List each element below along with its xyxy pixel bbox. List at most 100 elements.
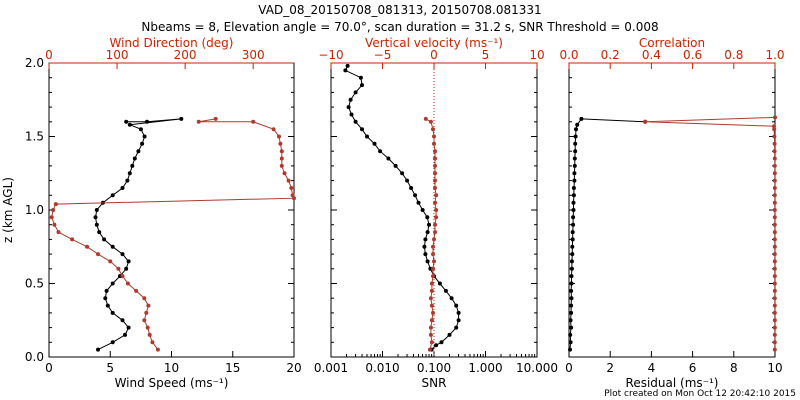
y-tick-label: 2.0 <box>25 56 44 70</box>
data-point <box>569 281 574 286</box>
bottom-tick-label: 4 <box>648 361 656 375</box>
data-point <box>428 332 433 337</box>
data-point <box>569 296 574 301</box>
data-point <box>127 171 132 176</box>
data-point <box>433 178 437 183</box>
data-point <box>420 208 425 212</box>
data-point <box>569 266 574 271</box>
data-point <box>271 127 276 132</box>
data-point <box>429 318 434 323</box>
data-point <box>179 116 184 121</box>
top-tick-label: 10 <box>529 48 544 62</box>
data-point <box>386 156 391 161</box>
data-point <box>431 310 435 315</box>
data-point <box>52 222 57 227</box>
data-point <box>772 156 777 161</box>
data-point <box>132 156 137 161</box>
y-tick-label: 1.5 <box>25 130 44 144</box>
data-point <box>433 163 437 168</box>
data-point <box>573 134 578 139</box>
data-point <box>279 156 284 161</box>
data-point <box>572 163 577 168</box>
series-line <box>51 118 295 350</box>
data-point <box>289 186 294 190</box>
data-point <box>568 340 573 345</box>
data-point <box>772 318 777 323</box>
bottom-axis-label: Wind Speed (ms⁻¹) <box>115 376 229 390</box>
data-point <box>423 252 428 257</box>
data-point <box>353 119 358 124</box>
data-point <box>105 303 110 308</box>
data-point <box>772 186 777 190</box>
data-point <box>104 288 109 293</box>
data-point <box>422 244 427 249</box>
data-point <box>433 149 437 154</box>
data-point <box>144 310 149 315</box>
data-point <box>772 134 777 139</box>
data-point <box>53 202 58 207</box>
bottom-axis-label: SNR <box>422 376 447 390</box>
data-point <box>772 215 777 220</box>
data-point <box>434 343 439 348</box>
data-point <box>456 318 461 323</box>
data-point <box>772 259 777 264</box>
data-point <box>772 200 777 205</box>
data-point <box>278 141 283 146</box>
y-axis-label: z (km AGL) <box>1 177 15 243</box>
data-point <box>772 178 777 183</box>
data-point <box>97 230 102 235</box>
data-point <box>286 178 291 183</box>
data-point <box>425 259 430 264</box>
data-point <box>120 186 125 190</box>
data-point <box>433 200 437 205</box>
data-point <box>372 141 377 146</box>
data-point <box>431 127 435 132</box>
data-point <box>142 318 147 323</box>
data-point <box>365 134 369 139</box>
data-point <box>431 252 435 257</box>
top-tick-label: −5 <box>374 48 392 62</box>
plot-frame <box>48 62 295 358</box>
data-point <box>772 141 777 146</box>
data-point <box>282 171 287 176</box>
data-point <box>94 208 99 212</box>
top-tick-label: −10 <box>318 48 343 62</box>
data-point <box>431 274 435 279</box>
panel-2: 0.001 0.010 0.100 1.000 10.000 SNR −10 −5 0 5 10 Ve… <box>314 36 558 390</box>
bottom-tick-label: 8 <box>730 361 738 375</box>
top-tick-label: 0 <box>430 48 438 62</box>
bottom-tick-label: 1.000 <box>468 361 502 375</box>
data-point <box>142 134 147 139</box>
data-point <box>572 171 577 176</box>
bottom-tick-label: 6 <box>689 361 697 375</box>
bottom-tick-label: 0 <box>565 361 573 375</box>
data-point <box>643 119 648 124</box>
bottom-tick-label: 10.000 <box>516 361 558 375</box>
data-point <box>772 303 777 308</box>
top-tick-label: 0.8 <box>724 48 743 62</box>
figure-title-line2: Nbeams = 8, Elevation angle = 70.0°, sca… <box>141 20 658 34</box>
data-point <box>110 281 115 286</box>
data-point <box>51 208 56 212</box>
data-point <box>568 318 573 323</box>
data-point <box>120 274 125 279</box>
data-point <box>568 347 572 352</box>
bottom-axis-label: Residual (ms⁻¹) <box>626 376 719 390</box>
series-line <box>645 116 776 350</box>
y-tick-label: 0.5 <box>25 277 44 291</box>
data-point <box>454 303 459 308</box>
data-point <box>772 310 777 315</box>
series-red-top <box>423 116 439 352</box>
data-point <box>571 186 576 190</box>
data-point <box>130 163 135 168</box>
data-point <box>413 193 418 198</box>
data-point <box>110 244 115 249</box>
data-point <box>433 156 437 161</box>
y-tick-label: 1.0 <box>25 203 44 217</box>
top-tick-label: 0 <box>45 48 53 62</box>
data-point <box>431 266 435 271</box>
data-point <box>570 244 575 249</box>
data-point <box>432 237 436 242</box>
data-point <box>429 340 434 345</box>
data-point <box>49 215 54 220</box>
